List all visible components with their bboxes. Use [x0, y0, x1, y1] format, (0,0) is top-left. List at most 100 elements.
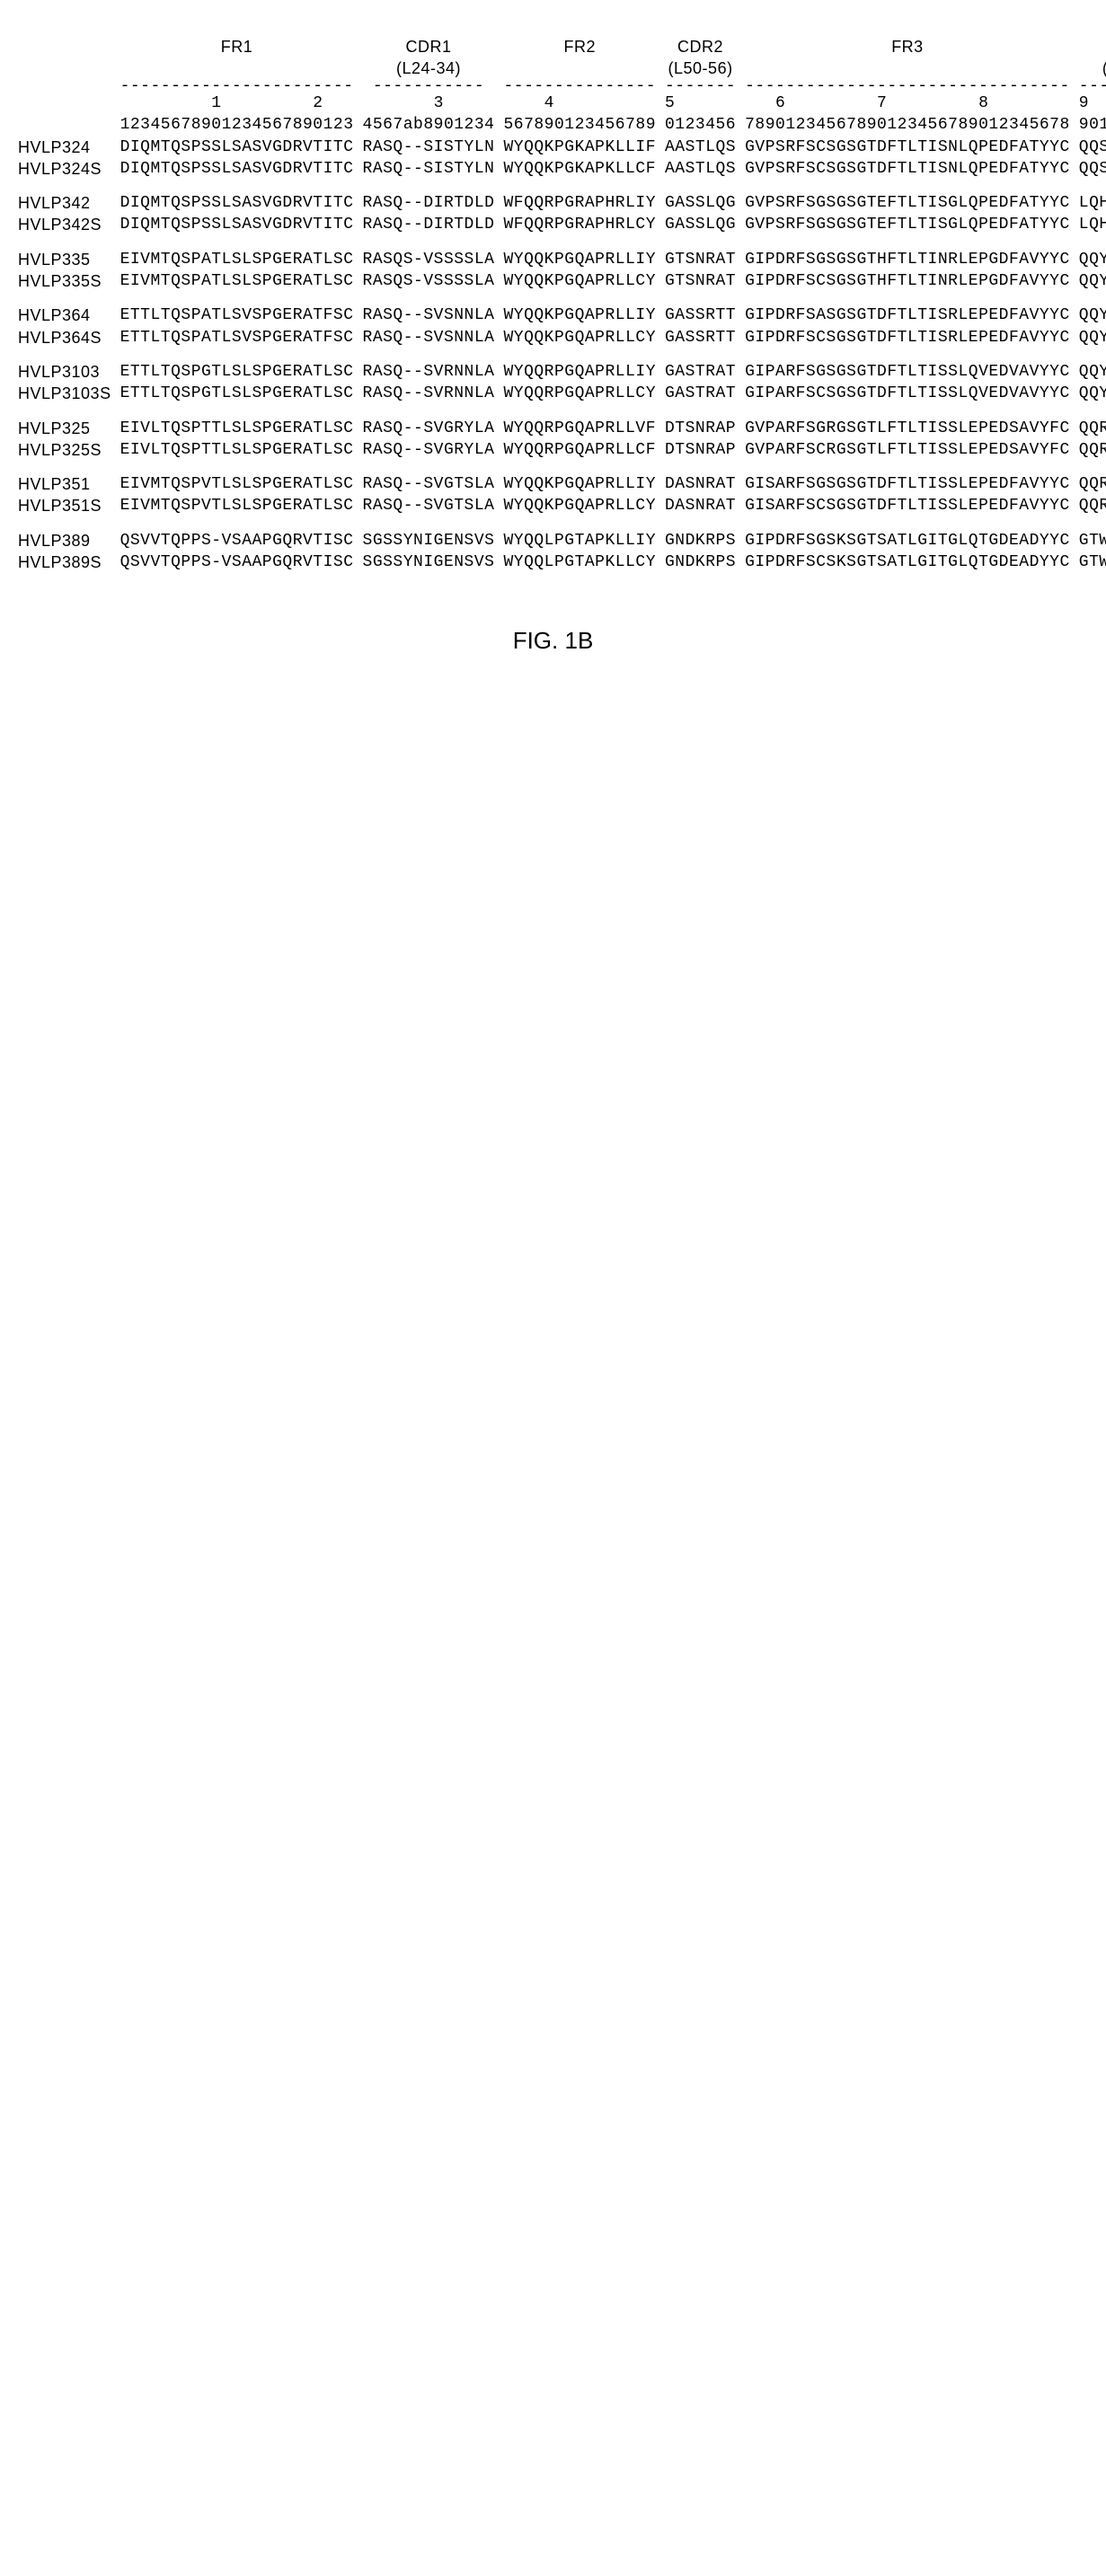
seq-fr3: GIPDRFSASGSGTDFTLTISRLEPEDFAVYYC — [745, 304, 1079, 326]
seq-fr1: ETTLTQSPGTLSLSPGERATLSC — [120, 361, 363, 383]
seq-cdr3: GTWDSNLRASV — [1079, 551, 1106, 573]
seq-fr3: GIPDRFSCSKSGTSATLGITGLQTGDEADYYC — [745, 551, 1079, 573]
group-spacer — [18, 461, 1106, 473]
seq-cdr1: RASQ--DIRTDLD — [363, 214, 504, 235]
seq-fr3: GVPSRFSGSGSGTEFTLTISGLQPEDFATYYC — [745, 192, 1079, 214]
seq-cdr3: QQRYNWP--RT — [1079, 495, 1106, 516]
tens-cdr2: 5 — [665, 93, 745, 114]
seq-cdr3: QQRYNWP--RT — [1079, 473, 1106, 495]
seq-cdr3: GTWDSNLRASV — [1079, 530, 1106, 551]
seq-fr2: WYQQLPGTAPKLLCY — [503, 551, 665, 573]
sequence-row: HVLP342DIQMTQSPSSLSASVGDRVTITCRASQ--DIRT… — [18, 192, 1106, 214]
group-spacer — [18, 292, 1106, 304]
sequence-row: HVLP351SEIVMTQSPVTLSLSPGERATLSCRASQ--SVG… — [18, 495, 1106, 516]
seq-cdr2: GASTRAT — [665, 383, 745, 404]
seq-fr2: WYQQRPGQAPRLLVF — [503, 418, 665, 439]
seq-fr3: GIPARFSGSGSGTDFTLTISSLQVEDVAVYYC — [745, 361, 1079, 383]
seq-cdr1: RASQ--SVRNNLA — [363, 383, 504, 404]
region-title-fr3: FR3 — [745, 36, 1079, 57]
ones-fr3: 78901234567890123456789012345678 — [745, 114, 1079, 136]
seq-cdr3: LQHHTYP--RT — [1079, 214, 1106, 235]
region-dash-row: ----------------------- ----------- ----… — [18, 80, 1106, 93]
sequence-row: HVLP325SEIVLTQSPTTLSLSPGERATLSCRASQ--SVG… — [18, 439, 1106, 461]
seq-cdr1: RASQ--SISTYLN — [363, 137, 504, 158]
seq-fr1: EIVLTQSPTTLSLSPGERATLSC — [120, 418, 363, 439]
sequence-label: HVLP351 — [18, 473, 120, 495]
seq-fr3: GVPARFSCRGSGTLFTLTISSLEPEDSAVYFC — [745, 439, 1079, 461]
tens-fr2: 4 — [503, 93, 665, 114]
seq-fr1: QSVVTQPPS-VSAAPGQRVTISC — [120, 530, 363, 551]
sequence-row: HVLP364ETTLTQSPATLSVSPGERATFSCRASQ--SVSN… — [18, 304, 1106, 326]
ones-cdr1: 4567ab8901234 — [363, 114, 504, 136]
sequence-label: HVLP3103 — [18, 361, 120, 383]
seq-cdr3: QQSYSTP--RT — [1079, 158, 1106, 180]
seq-cdr1: RASQ--SVGTSLA — [363, 495, 504, 516]
seq-fr3: GIPARFSCSGSGTDFTLTISSLQVEDVAVYYC — [745, 383, 1079, 404]
seq-fr2: WFQQRPGRAPHRLIY — [503, 192, 665, 214]
dash-cdr2: ------- — [665, 80, 745, 93]
seq-fr2: WYQQKPGQAPRLLIY — [503, 473, 665, 495]
seq-fr1: DIQMTQSPSSLSASVGDRVTITC — [120, 137, 363, 158]
region-sub-fr1 — [120, 57, 363, 79]
seq-cdr2: GASSLQG — [665, 192, 745, 214]
dash-cdr3: ----------- — [1079, 80, 1106, 93]
numbering-tens-row: 1 2 3 4 5 6 7 8 9 10 — [18, 93, 1106, 114]
sequence-label: HVLP389 — [18, 530, 120, 551]
sequence-alignment-table: FR1 CDR1 FR2 CDR2 FR3 CDR3 FR4 (L24-34) … — [18, 36, 1106, 573]
region-sub-cdr2: (L50-56) — [665, 57, 745, 79]
tens-cdr1: 3 — [363, 93, 504, 114]
region-title-cdr2: CDR2 — [665, 36, 745, 57]
seq-cdr1: RASQ--SVRNNLA — [363, 361, 504, 383]
region-sub-fr2 — [503, 57, 665, 79]
sequence-label: HVLP324 — [18, 137, 120, 158]
region-title-cdr3: CDR3 — [1079, 36, 1106, 57]
sequence-label: HVLP342 — [18, 192, 120, 214]
seq-fr3: GIPDRFSCSGSGTDFTLTISRLEPEDFAVYYC — [745, 327, 1079, 348]
group-spacer — [18, 348, 1106, 361]
seq-fr1: ETTLTQSPATLSVSPGERATFSC — [120, 304, 363, 326]
ones-fr1: 12345678901234567890123 — [120, 114, 363, 136]
seq-fr2: WYQQKPGQAPRLLCY — [503, 270, 665, 292]
seq-cdr3: QQRSSG---LT — [1079, 418, 1106, 439]
seq-cdr2: DTSNRAP — [665, 418, 745, 439]
seq-cdr2: GASSRTT — [665, 327, 745, 348]
seq-fr1: DIQMTQSPSSLSASVGDRVTITC — [120, 158, 363, 180]
seq-fr2: WYQQKPGQAPRLLIY — [503, 304, 665, 326]
seq-cdr2: GASTRAT — [665, 361, 745, 383]
seq-fr3: GIPDRFSCSGSGTHFTLTINRLEPGDFAVYYC — [745, 270, 1079, 292]
seq-cdr3: QQYYTTP--KT — [1079, 361, 1106, 383]
region-sub-fr3 — [745, 57, 1079, 79]
sequence-label: HVLP325S — [18, 439, 120, 461]
seq-fr3: GVPARFSGRGSGTLFTLTISSLEPEDSAVYFC — [745, 418, 1079, 439]
seq-fr1: EIVLTQSPTTLSLSPGERATLSC — [120, 439, 363, 461]
seq-fr2: WYQQRPGQAPRLLIY — [503, 361, 665, 383]
seq-fr2: WYQQRPGQAPRLLCF — [503, 439, 665, 461]
seq-fr1: DIQMTQSPSSLSASVGDRVTITC — [120, 192, 363, 214]
seq-cdr1: RASQS-VSSSSLA — [363, 270, 504, 292]
seq-cdr2: DTSNRAP — [665, 439, 745, 461]
seq-cdr3: QQYGSSP--RT — [1079, 249, 1106, 270]
sequence-row: HVLP335EIVMTQSPATLSLSPGERATLSCRASQS-VSSS… — [18, 249, 1106, 270]
sequence-label: HVLP389S — [18, 551, 120, 573]
tens-fr3: 6 7 8 — [745, 93, 1079, 114]
sequence-row: HVLP3103SETTLTQSPGTLSLSPGERATLSCRASQ--SV… — [18, 383, 1106, 404]
tens-fr1: 1 2 — [120, 93, 363, 114]
seq-cdr2: DASNRAT — [665, 495, 745, 516]
sequence-row: HVLP335SEIVMTQSPATLSLSPGERATLSCRASQS-VSS… — [18, 270, 1106, 292]
seq-fr1: QSVVTQPPS-VSAAPGQRVTISC — [120, 551, 363, 573]
group-spacer — [18, 180, 1106, 192]
seq-cdr3: QQRSSG---LT — [1079, 439, 1106, 461]
seq-cdr1: RASQ--DIRTDLD — [363, 192, 504, 214]
seq-cdr1: RASQS-VSSSSLA — [363, 249, 504, 270]
seq-fr1: DIQMTQSPSSLSASVGDRVTITC — [120, 214, 363, 235]
sequence-label: HVLP324S — [18, 158, 120, 180]
seq-cdr3: QQSYSTP--RT — [1079, 137, 1106, 158]
seq-fr1: EIVMTQSPATLSLSPGERATLSC — [120, 270, 363, 292]
seq-cdr2: GASSLQG — [665, 214, 745, 235]
group-spacer — [18, 517, 1106, 530]
seq-fr2: WFQQRPGRAPHRLCY — [503, 214, 665, 235]
seq-fr3: GVPSRFSCSGSGTDFTLTISNLQPEDFATYYC — [745, 158, 1079, 180]
seq-cdr1: RASQ--SISTYLN — [363, 158, 504, 180]
sequence-row: HVLP325EIVLTQSPTTLSLSPGERATLSCRASQ--SVGR… — [18, 418, 1106, 439]
seq-fr1: EIVMTQSPATLSLSPGERATLSC — [120, 249, 363, 270]
